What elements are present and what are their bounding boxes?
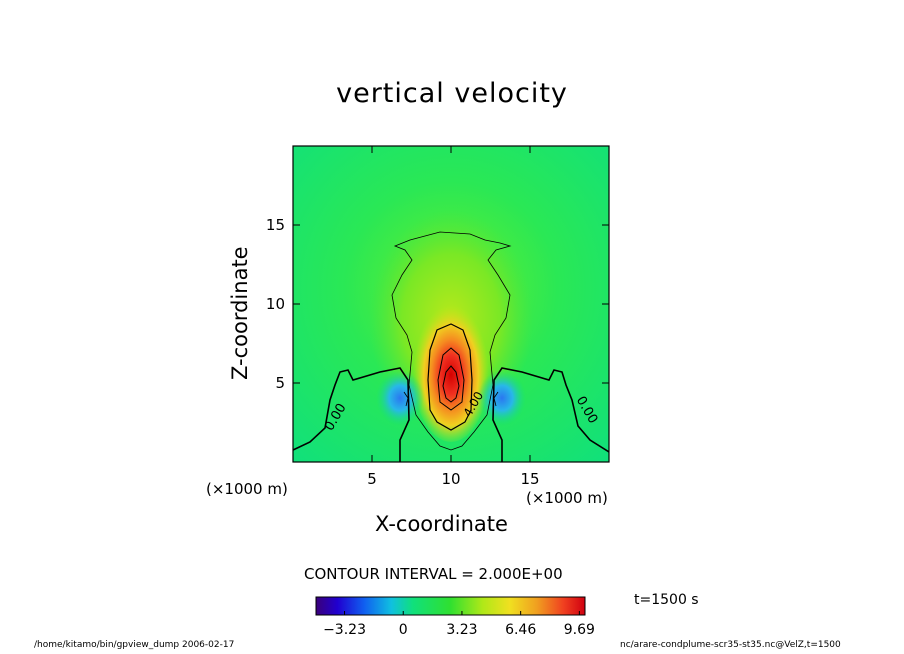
footer-right-text: nc/arare-condplume-scr35-st35.nc@VelZ,t=…: [620, 640, 841, 650]
colorbar-tick-label: 0: [399, 622, 408, 638]
downdraft-right: [478, 370, 526, 426]
colorbar-tick-label: −3.23: [323, 622, 366, 638]
x-tick-label: 15: [520, 470, 539, 488]
updraft-core: [413, 302, 489, 442]
x-tick-label: 5: [367, 470, 377, 488]
x-axis-ticks: 5 10 15: [367, 146, 540, 488]
y-tick-label: 5: [275, 374, 285, 392]
y-axis-label: Z-coordinate: [228, 246, 252, 380]
y-tick-label: 10: [266, 295, 285, 313]
colorbar-tick-label: 6.46: [505, 622, 536, 638]
x-axis-label: X-coordinate: [375, 512, 508, 536]
colorbar-tick-label: 3.23: [446, 622, 477, 638]
colorbar-ticks: −3.23 0 3.23 6.46 9.69: [323, 611, 595, 638]
y-axis-ticks: 5 10 15: [266, 216, 609, 392]
contour-interval-label: CONTOUR INTERVAL = 2.000E+00: [304, 565, 563, 583]
contour-line: [391, 231, 512, 451]
contour-line: [437, 347, 465, 411]
contour-line: [293, 367, 410, 462]
y-axis-unit: (×1000 m): [206, 480, 288, 498]
colorbar: [315, 596, 586, 616]
y-tick-label: 15: [266, 216, 285, 234]
contour-line: [427, 323, 473, 431]
contour-line: [493, 391, 499, 407]
contour-line: [403, 391, 409, 407]
time-label: t=1500 s: [634, 592, 699, 608]
contour-lines: [293, 231, 609, 462]
colorbar-tick-label: 9.69: [564, 622, 595, 638]
downdraft-left: [376, 370, 424, 426]
x-axis-unit: (×1000 m): [526, 489, 608, 507]
footer-left-text: /home/kitamo/bin/gpview_dump 2006-02-17: [34, 640, 235, 650]
heatmap-field: 0.00 0.00 4.00: [293, 146, 609, 462]
contour-line: [442, 365, 460, 403]
contour-line: [492, 367, 609, 462]
x-tick-label: 10: [441, 470, 460, 488]
chart-title: vertical velocity: [336, 78, 568, 109]
